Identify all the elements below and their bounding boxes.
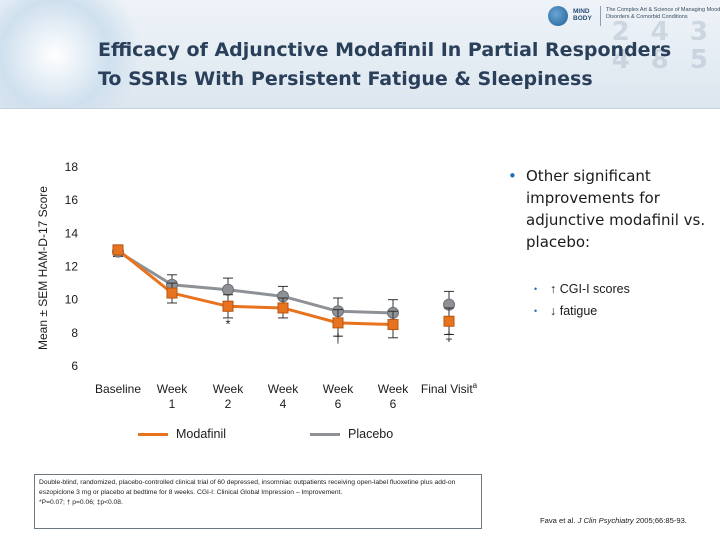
- sub-bullet-list: • ↑ CGI-I scores • ↓ fatigue: [534, 278, 718, 322]
- x-tick-label: Week 6: [323, 382, 354, 411]
- sub-bullet-dot-icon: •: [534, 284, 538, 294]
- sub-bullet-dot-icon: •: [534, 306, 538, 316]
- footnote-box: Double-blind, randomized, placebo-contro…: [34, 474, 482, 529]
- bullet-list: • Other significant improvements for adj…: [508, 165, 718, 322]
- header-rule: [0, 108, 720, 109]
- bullet-dot-icon: •: [508, 167, 517, 185]
- x-tick-label: Week 4: [268, 382, 299, 411]
- x-tick-label: Week 1: [157, 382, 188, 411]
- data-point-modafinil: [387, 319, 399, 331]
- significance-marker: ‡: [445, 329, 452, 344]
- y-tick-label: 10: [65, 293, 79, 307]
- significance-marker: †: [334, 331, 341, 346]
- data-point-placebo: [222, 283, 234, 296]
- citation-journal: J Clin Psychiatry: [577, 516, 634, 525]
- footnote-text: Double-blind, randomized, placebo-contro…: [39, 479, 456, 496]
- citation-authors: Fava et al.: [540, 516, 578, 525]
- bullet-main: • Other significant improvements for adj…: [508, 165, 718, 253]
- significance-marker: *: [225, 316, 230, 331]
- data-point-modafinil: [332, 317, 344, 329]
- slide-title: Efficacy of Adjunctive Modafinil In Part…: [98, 39, 672, 90]
- decorative-numbers: 2 4 3 4 8 5: [611, 17, 714, 75]
- y-tick-label: 18: [65, 160, 79, 174]
- logo-mark-icon: [548, 6, 568, 26]
- logo-divider: [600, 6, 601, 26]
- series-line-modafinil: [117, 248, 394, 327]
- bullet-main-text: Other significant improvements for adjun…: [526, 167, 706, 251]
- legend-item-placebo: Placebo: [310, 427, 393, 441]
- y-tick-label: 14: [65, 226, 79, 240]
- legend-label-modafinil: Modafinil: [176, 427, 227, 441]
- brain-graphic: [0, 0, 140, 108]
- data-point-modafinil: [277, 302, 289, 314]
- data-point-modafinil: [166, 287, 178, 299]
- sub-bullet: • ↑ CGI-I scores: [534, 278, 718, 300]
- logo-brand: MIND BODY: [573, 8, 592, 22]
- y-tick-label: 8: [71, 326, 78, 340]
- y-tick-label: 16: [65, 193, 79, 207]
- legend-item-modafinil: Modafinil: [138, 427, 226, 441]
- y-tick-label: 12: [65, 260, 79, 274]
- logo-tagline: The Complex Art & Science of Managing Mo…: [606, 7, 720, 20]
- y-axis-label: Mean ± SEM HAM-D-17 Score: [36, 186, 50, 350]
- data-point-modafinil: [443, 315, 455, 327]
- legend-swatch-modafinil: [138, 432, 168, 436]
- footnote-significance: *P=0.07; † p=0.06; ‡p<0.08.: [39, 499, 123, 506]
- x-tick-label: Week 2: [213, 382, 244, 411]
- citation-details: 2005;66:85-93.: [633, 516, 687, 525]
- x-tick-label-final-visit: Final Visita: [421, 381, 478, 396]
- sub-bullet-text: ↑ CGI-I scores: [550, 282, 630, 296]
- data-point-modafinil: [222, 300, 234, 312]
- x-tick-label: Week 6: [378, 382, 409, 411]
- logo: MIND BODY The Complex Art & Science of M…: [548, 6, 720, 26]
- sub-bullet-text: ↓ fatigue: [550, 304, 598, 318]
- legend-swatch-placebo: [310, 432, 340, 436]
- x-tick-label: Baseline: [95, 382, 141, 396]
- series-line-placebo: [117, 250, 394, 315]
- sub-bullet: • ↓ fatigue: [534, 300, 718, 322]
- data-point-modafinil: [112, 244, 124, 256]
- y-tick-label: 6: [71, 359, 78, 373]
- legend-label-placebo: Placebo: [348, 427, 394, 441]
- citation: Fava et al. J Clin Psychiatry 2005;66:85…: [540, 516, 687, 525]
